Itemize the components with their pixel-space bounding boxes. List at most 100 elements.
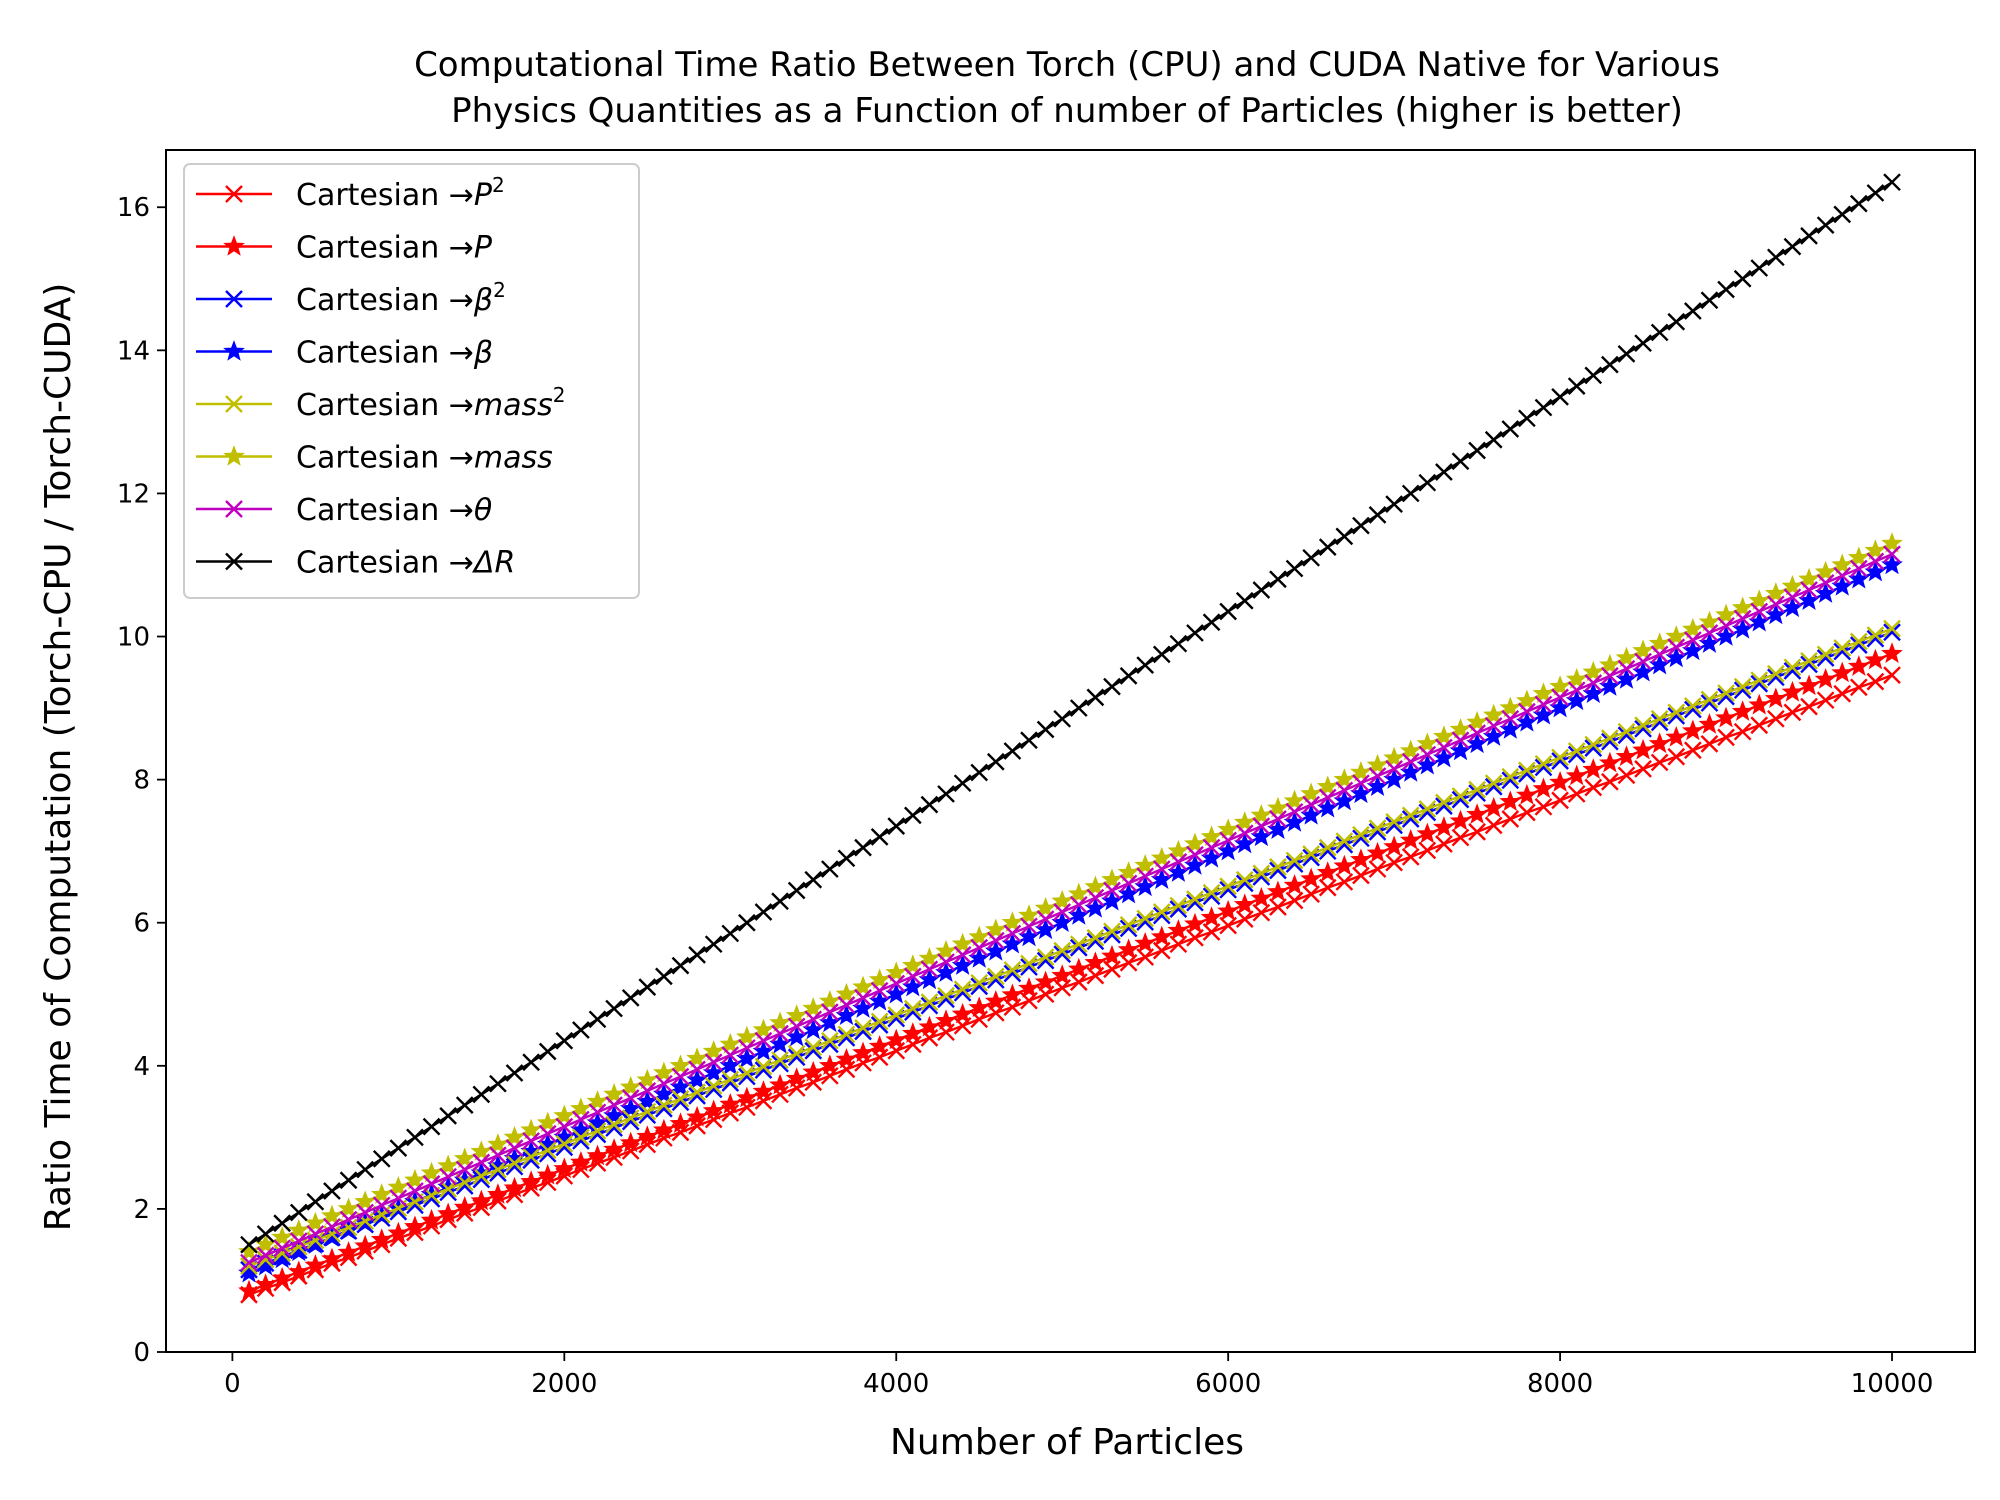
series-2-point (1814, 668, 1837, 689)
series-2-point (1217, 899, 1240, 921)
series-7-point (489, 1146, 507, 1165)
series-8-line (248, 181, 1893, 1246)
series-7-point (671, 1067, 690, 1086)
series-6-point (1416, 732, 1439, 754)
series-7-point (389, 1189, 408, 1208)
series-2-point (553, 1157, 576, 1179)
series-5-point (787, 1044, 806, 1063)
series-6-point (669, 1054, 692, 1076)
series-7-point (1053, 903, 1072, 921)
series-7-point (1451, 731, 1470, 750)
series-7-point (1783, 588, 1802, 607)
series-2-point (1200, 906, 1223, 927)
series-1-point (1766, 709, 1785, 728)
series-7-point (920, 960, 939, 979)
series-7-point (1385, 760, 1403, 778)
series-2-point (1117, 938, 1140, 960)
series-7-point (455, 1160, 474, 1179)
series-7-point (655, 1074, 673, 1093)
series-5-point (1883, 619, 1901, 638)
series-7-point (1020, 917, 1038, 936)
series-7-point (588, 1103, 607, 1122)
series-7-point (937, 953, 955, 971)
series-8-point (306, 1192, 325, 1211)
series-7-point (1186, 845, 1204, 864)
series-7-point (1717, 616, 1735, 635)
series-1-point (920, 1029, 939, 1047)
series-5-point (1335, 832, 1354, 850)
series-1-point (1849, 678, 1868, 697)
series-1-point (1435, 835, 1453, 853)
series-1-point (1866, 672, 1885, 691)
series-5-point (273, 1244, 292, 1263)
series-5-point (1501, 767, 1520, 786)
y-tick-label: 4 (133, 1052, 150, 1082)
series-2-point (404, 1215, 426, 1237)
series-6-point (271, 1226, 294, 1247)
series-5-point (1750, 671, 1769, 690)
series-2-point (437, 1202, 460, 1224)
series-6-point (586, 1090, 609, 1111)
series-5-point (289, 1237, 308, 1256)
series-7-point (1069, 895, 1088, 914)
series-7-point (970, 938, 989, 957)
series-7-point (289, 1232, 308, 1250)
series-8-point (1269, 570, 1287, 589)
series-2-point (470, 1189, 493, 1211)
series-6-point (1698, 610, 1721, 632)
series-2-point (1034, 970, 1057, 992)
series-5-point (1318, 838, 1337, 857)
series-7-point (472, 1153, 491, 1172)
series-6-point (354, 1190, 377, 1211)
series-2-point (1847, 655, 1870, 676)
series-5-point (920, 993, 939, 1011)
series-5-point (688, 1083, 706, 1102)
series-2-point (1764, 687, 1787, 709)
series-8-point (1103, 677, 1121, 696)
series-5-point (489, 1160, 507, 1179)
series-8-point (1451, 452, 1470, 471)
series-8-point (1601, 355, 1619, 374)
series-6-point (1366, 753, 1389, 775)
series-8-point (1285, 559, 1304, 578)
series-7-point (1518, 702, 1536, 721)
series-6-point (935, 939, 957, 961)
series-2-point (536, 1163, 559, 1185)
y-tick-label: 16 (117, 193, 150, 223)
series-1-point (738, 1098, 756, 1117)
series-5-point (455, 1173, 474, 1192)
series-2-point (818, 1054, 841, 1076)
series-1-point (1252, 903, 1271, 922)
legend-label: Cartesian →P (296, 231, 493, 266)
legend-label: Cartesian →θ (296, 493, 492, 528)
series-6-point (1200, 825, 1223, 847)
series-2-point (1632, 738, 1654, 760)
chart-title-line-2: Physics Quantities as a Function of numb… (451, 91, 1683, 131)
series-2-point (802, 1060, 825, 1082)
series-7-point (1103, 881, 1121, 900)
series-8-point (1783, 237, 1802, 256)
series-2-point (1184, 912, 1206, 934)
series-6-point (1399, 739, 1422, 761)
series-1-point (1617, 766, 1636, 785)
series-2-point (752, 1080, 775, 1101)
series-7-point (704, 1053, 723, 1072)
series-1-point (1800, 697, 1818, 716)
series-7-point (1866, 552, 1885, 571)
series-8 (240, 173, 1901, 1254)
series-2-point (1250, 886, 1273, 908)
series-7-line (248, 553, 1893, 1264)
series-6-point (1350, 761, 1372, 782)
series-6-point (835, 982, 858, 1004)
y-tick-label: 14 (117, 336, 150, 366)
series-1-point (1667, 747, 1686, 766)
series-7-point (1800, 581, 1818, 599)
series-6-point (1532, 682, 1555, 704)
series-2-point (653, 1118, 675, 1140)
series-7-point (240, 1253, 258, 1272)
series-7-point (406, 1182, 424, 1200)
series-2-point (984, 989, 1007, 1011)
series-7-point (1534, 695, 1553, 714)
series-6-point (603, 1083, 625, 1104)
